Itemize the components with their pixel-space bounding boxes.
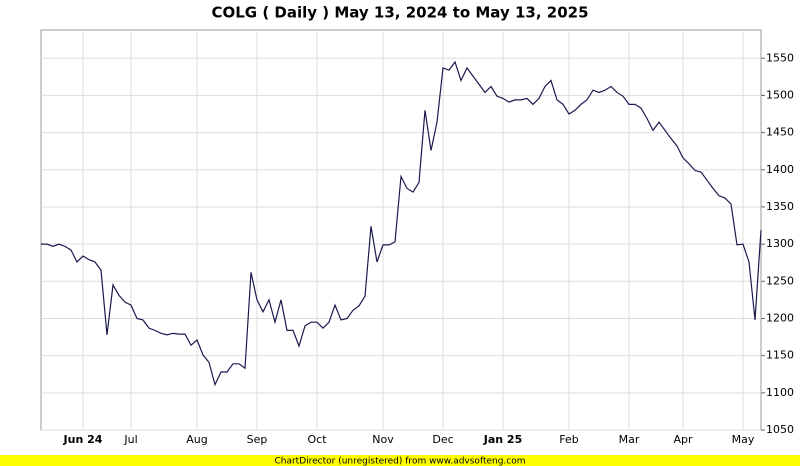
y-tick-label: 1350 (766, 200, 794, 213)
y-tick-label: 1200 (766, 311, 794, 324)
x-tick-label: Feb (559, 433, 578, 446)
x-tick-label: May (732, 433, 755, 446)
plot-area (40, 29, 762, 431)
x-tick-label: Sep (247, 433, 268, 446)
x-tick-label: Aug (186, 433, 207, 446)
y-tick-label: 1300 (766, 237, 794, 250)
x-tick-label: Mar (619, 433, 640, 446)
x-tick-label: Jun 24 (63, 433, 103, 446)
chart-title: COLG ( Daily ) May 13, 2024 to May 13, 2… (211, 4, 588, 22)
price-line (41, 60, 762, 387)
x-tick-label: Jan 25 (483, 433, 522, 446)
x-tick-label: Dec (432, 433, 453, 446)
y-tick-label: 1400 (766, 163, 794, 176)
x-tick-label: Nov (372, 433, 394, 446)
x-tick-label: Oct (307, 433, 327, 446)
x-tick-label: Jul (123, 433, 137, 446)
y-tick-label: 1550 (766, 51, 794, 64)
y-tick-label: 1250 (766, 274, 794, 287)
y-tick-label: 1500 (766, 88, 794, 101)
footer: ChartDirector (unregistered) from www.ad… (274, 457, 525, 466)
y-tick-label: 1100 (766, 386, 794, 399)
y-tick-label: 1450 (766, 126, 794, 139)
y-tick-label: 1150 (766, 349, 794, 362)
x-tick-label: Apr (673, 433, 693, 446)
footer-bar (0, 455, 800, 466)
y-tick-label: 1050 (766, 423, 794, 436)
